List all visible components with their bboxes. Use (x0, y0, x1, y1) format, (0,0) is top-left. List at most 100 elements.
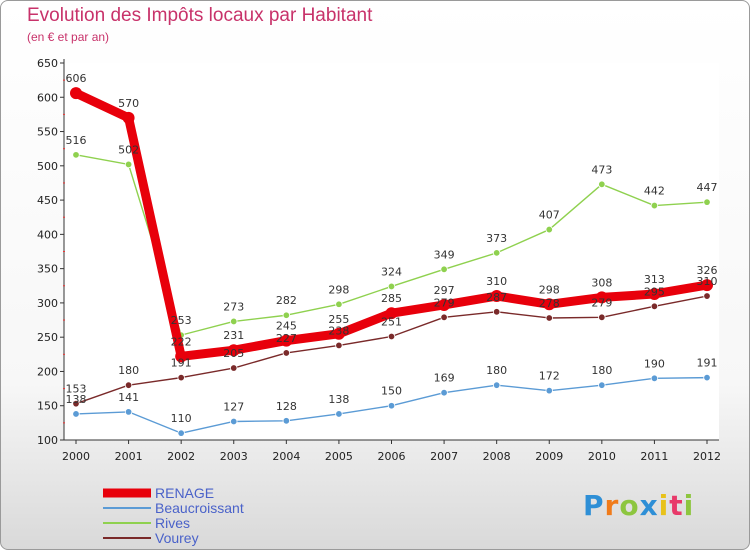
logo-letter: i (658, 489, 670, 522)
data-point (230, 417, 238, 426)
data-label: 255 (328, 313, 349, 326)
data-label: 138 (66, 393, 87, 406)
data-point (440, 265, 448, 274)
x-tick-label: 2007 (430, 450, 458, 463)
data-label: 253 (171, 314, 192, 327)
data-label: 273 (223, 300, 244, 313)
x-tick-label: 2001 (115, 450, 143, 463)
data-point (230, 317, 238, 326)
data-point (650, 201, 659, 210)
data-label: 473 (591, 163, 612, 176)
data-label: 297 (434, 284, 455, 297)
data-point (70, 87, 82, 100)
data-point (124, 381, 133, 389)
data-point (598, 180, 606, 189)
data-point (72, 399, 80, 408)
data-point (335, 300, 343, 308)
chart-subtitle: (en € et par an) (27, 30, 110, 44)
data-label: 313 (644, 273, 665, 286)
x-tick-label: 2005 (325, 450, 353, 463)
data-point (703, 373, 711, 382)
data-point (282, 349, 291, 357)
data-point (492, 249, 501, 257)
x-tick-label: 2009 (535, 450, 563, 463)
data-label: 245 (276, 320, 297, 333)
data-label: 310 (486, 275, 507, 288)
data-point (177, 429, 185, 437)
data-point (545, 314, 553, 322)
x-tick-label: 2011 (640, 450, 668, 463)
logo-letter: r (604, 489, 620, 522)
logo-letter: i (683, 489, 695, 522)
y-tick-label: 250 (37, 331, 58, 344)
data-label: 191 (171, 357, 192, 370)
data-point (650, 302, 659, 311)
data-label: 127 (223, 400, 244, 413)
y-tick-label: 150 (37, 400, 58, 413)
y-tick-label: 600 (37, 91, 58, 104)
legend-entry: Rives (155, 515, 190, 531)
data-point (438, 298, 451, 311)
data-label: 278 (539, 297, 560, 310)
data-point (385, 307, 398, 320)
data-label: 180 (591, 364, 612, 377)
y-tick-label: 300 (37, 297, 58, 310)
proxiti-logo: Proxiti (583, 489, 694, 522)
data-label: 373 (486, 232, 507, 245)
y-tick-label: 100 (37, 434, 58, 447)
y-tick-label: 450 (37, 194, 58, 207)
data-label: 180 (118, 364, 139, 377)
y-tick-label: 650 (37, 57, 58, 70)
data-point (335, 341, 343, 350)
x-tick-label: 2004 (272, 450, 300, 463)
data-label: 190 (644, 357, 665, 370)
data-label: 110 (171, 412, 192, 425)
data-label: 606 (66, 72, 87, 85)
data-label: 128 (276, 400, 297, 413)
data-point (335, 410, 343, 418)
y-tick-label: 400 (37, 228, 58, 241)
data-point (124, 408, 133, 416)
y-tick-label: 200 (37, 365, 58, 378)
data-label: 502 (118, 143, 139, 156)
data-point (280, 334, 293, 347)
data-point (492, 381, 501, 389)
data-label: 285 (381, 292, 402, 305)
data-point (598, 313, 606, 322)
y-tick-label: 500 (37, 160, 58, 173)
data-label: 238 (328, 324, 349, 337)
data-label: 231 (223, 329, 244, 342)
data-point (282, 417, 291, 425)
data-point (72, 151, 80, 159)
x-tick-label: 2012 (693, 450, 721, 463)
data-point (122, 111, 135, 124)
data-point (440, 389, 448, 397)
data-label: 150 (381, 385, 402, 398)
data-label: 324 (381, 265, 402, 278)
data-label: 279 (591, 296, 612, 309)
data-point (387, 282, 396, 291)
x-tick-label: 2010 (588, 450, 616, 463)
data-label: 153 (66, 383, 87, 396)
data-label: 295 (644, 285, 665, 298)
data-point (72, 410, 80, 418)
data-point (227, 344, 240, 357)
y-tick-label: 550 (37, 126, 58, 139)
data-label: 180 (486, 364, 507, 377)
legend-entry: Beaucroissant (155, 500, 244, 516)
data-point (543, 298, 556, 311)
x-tick-label: 2008 (483, 450, 511, 463)
chart-title: Evolution des Impôts locaux par Habitant (27, 5, 373, 26)
data-label: 442 (644, 185, 665, 198)
data-point (545, 386, 553, 395)
data-point (595, 291, 608, 304)
data-label: 282 (276, 294, 297, 307)
data-point (490, 290, 503, 303)
data-point (701, 279, 713, 292)
data-point (124, 160, 133, 169)
y-tick-label: 350 (37, 263, 58, 276)
x-tick-label: 2000 (62, 450, 90, 463)
logo-letter: P (583, 489, 605, 522)
data-point (648, 287, 661, 300)
